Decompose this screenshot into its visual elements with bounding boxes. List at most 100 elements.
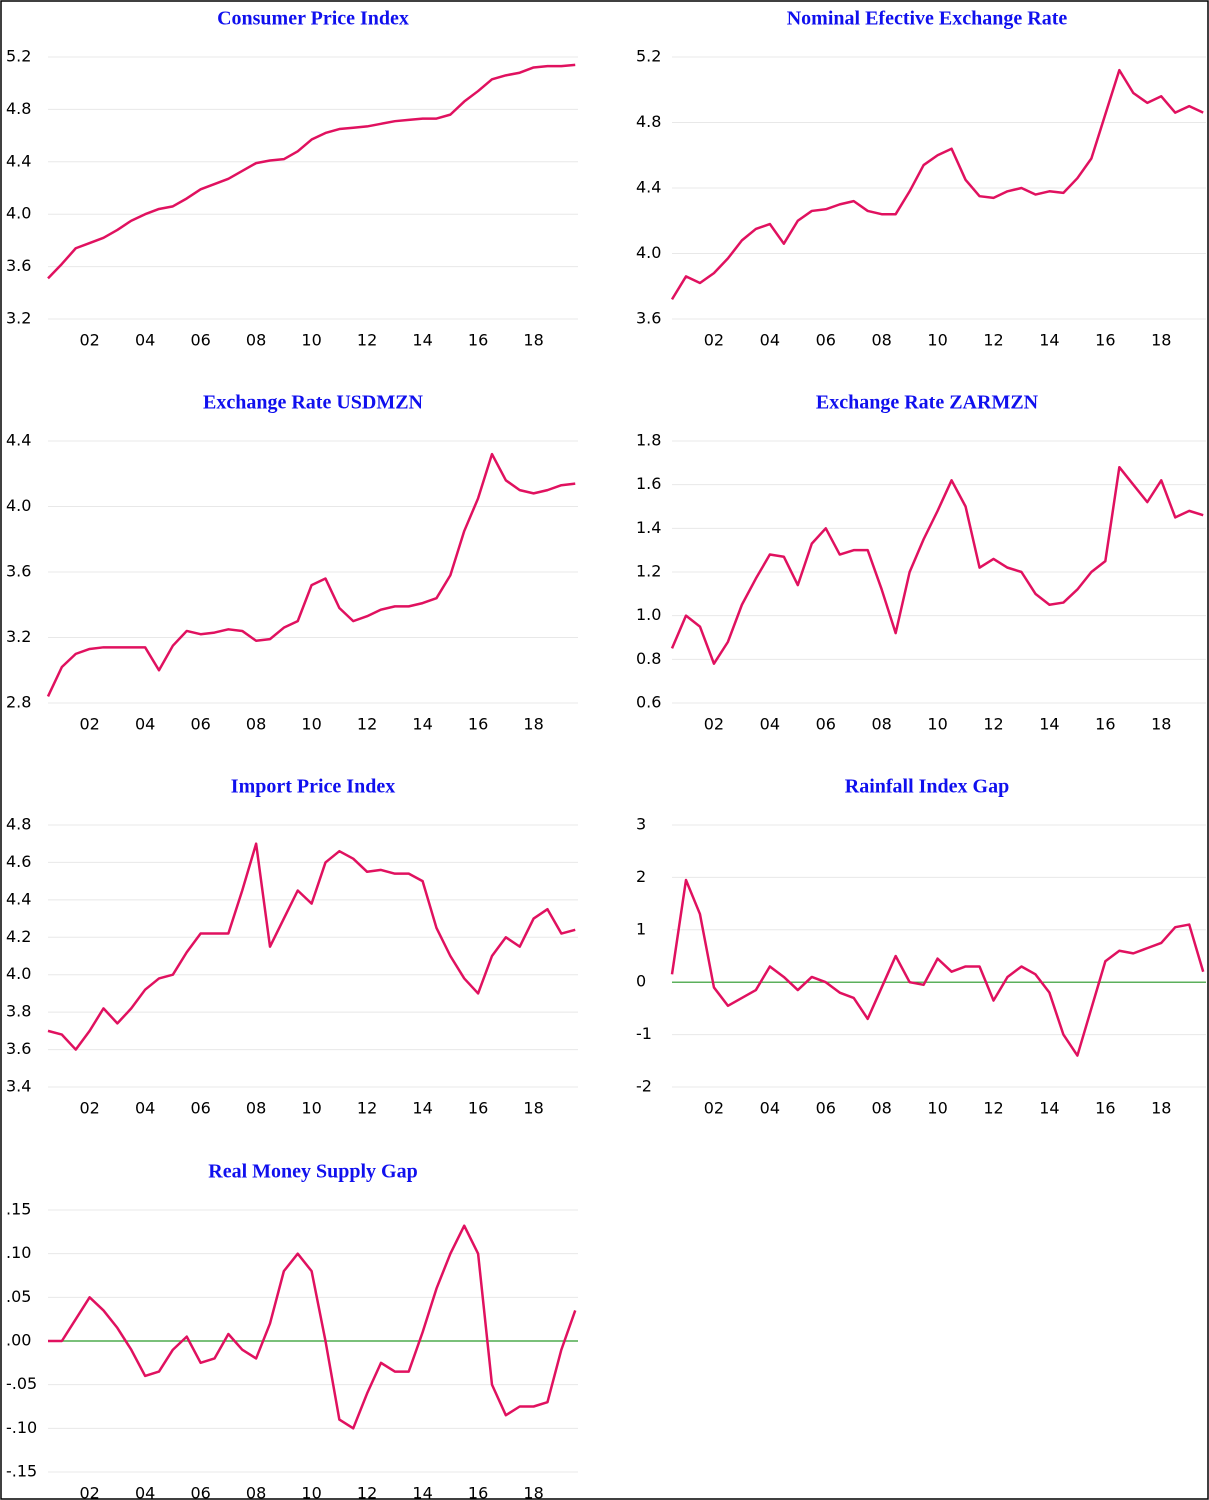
x-tick-label: 06 (190, 1099, 210, 1118)
x-tick-label: 04 (135, 1484, 155, 1500)
x-tick-label: 14 (412, 1099, 432, 1118)
chart-title: Nominal Efective Exchange Rate (787, 8, 1068, 30)
y-tick-label: -2 (636, 1077, 652, 1096)
y-tick-label: 0.8 (636, 649, 661, 668)
y-tick-label: 0.6 (636, 693, 661, 712)
x-tick-label: 14 (1039, 715, 1059, 734)
x-tick-label: 02 (704, 1099, 724, 1118)
x-tick-label: 02 (704, 715, 724, 734)
y-tick-label: 4.4 (636, 178, 661, 197)
y-tick-label: 0 (636, 972, 646, 991)
y-tick-label: 1.8 (636, 431, 661, 450)
y-tick-label: 3.2 (6, 309, 31, 328)
panel: Nominal Efective Exchange Rate 3.6 4.0 4.4 4… (636, 8, 1206, 350)
x-tick-label: 08 (872, 331, 892, 350)
y-tick-label: 1.2 (636, 562, 661, 581)
y-tick-label: .00 (6, 1331, 31, 1350)
y-tick-label: 3.6 (6, 256, 31, 275)
y-tick-label: 3.6 (6, 562, 31, 581)
x-tick-label: 18 (523, 1099, 543, 1118)
x-tick-label: 04 (135, 1099, 155, 1118)
y-tick-label: 4.8 (6, 815, 31, 834)
x-tick-label: 02 (704, 331, 724, 350)
line (670, 68, 1204, 301)
x-tick-label: 02 (79, 715, 99, 734)
line (48, 1224, 577, 1430)
x-tick-label: 06 (816, 1099, 836, 1118)
y-tick-label: 3.4 (6, 1077, 31, 1096)
y-tick-label: .15 (6, 1200, 31, 1219)
x-tick-label: 10 (927, 331, 947, 350)
y-tick-label: 4.0 (6, 964, 31, 983)
y-tick-label: 2 (636, 867, 646, 886)
chart-title: Real Money Supply Gap (208, 1161, 417, 1183)
chart-title: Exchange Rate ZARMZN (816, 392, 1039, 414)
y-tick-label: 3.2 (6, 627, 31, 646)
y-tick-label: 4.4 (6, 151, 31, 170)
line (47, 842, 576, 1051)
x-tick-label: 06 (190, 1484, 210, 1500)
y-tick-label: 3.8 (6, 1002, 31, 1021)
panel: Import Price Index 3.4 3.6 3.8 4.0 4.2 4.4 4.6 4… (6, 776, 578, 1118)
x-tick-label: 04 (760, 715, 780, 734)
x-tick-label: 16 (1095, 1099, 1115, 1118)
x-tick-label: 08 (246, 331, 266, 350)
x-tick-label: 18 (1151, 715, 1171, 734)
x-tick-label: 14 (1039, 331, 1059, 350)
x-tick-label: 08 (246, 1484, 266, 1500)
x-tick-label: 02 (79, 331, 99, 350)
x-tick-label: 16 (1095, 715, 1115, 734)
line (670, 465, 1204, 665)
x-tick-label: 12 (357, 1099, 377, 1118)
x-tick-label: 08 (872, 715, 892, 734)
x-tick-label: 04 (760, 1099, 780, 1118)
y-tick-label: 4.4 (6, 889, 31, 908)
x-tick-label: 12 (357, 331, 377, 350)
y-tick-label: 4.8 (6, 99, 31, 118)
panel: Exchange Rate ZARMZN 0.6 0.8 1.0 1.2 1.4 1.6 1.… (636, 392, 1206, 734)
x-tick-label: 16 (468, 1484, 488, 1500)
y-tick-label: -1 (636, 1024, 652, 1043)
y-tick-label: 1.4 (636, 518, 661, 537)
panel: Exchange Rate USDMZN 2.8 3.2 3.6 4.0 4.4 02 04 0… (6, 392, 578, 734)
x-tick-label: 02 (79, 1484, 99, 1500)
chart-title: Import Price Index (231, 776, 395, 798)
y-tick-label: 5.2 (636, 47, 661, 66)
y-tick-label: 4.0 (636, 243, 661, 262)
x-tick-label: 04 (760, 331, 780, 350)
x-tick-label: 10 (301, 331, 321, 350)
y-tick-label: 1 (636, 919, 646, 938)
y-tick-label: 4.2 (6, 927, 31, 946)
y-tick-label: 1.0 (636, 605, 661, 624)
x-tick-label: 10 (301, 1484, 321, 1500)
x-tick-label: 14 (1039, 1099, 1059, 1118)
x-tick-label: 10 (301, 1099, 321, 1118)
y-tick-label: 3.6 (6, 1039, 31, 1058)
y-tick-label: 3 (636, 815, 646, 834)
x-tick-label: 18 (1151, 331, 1171, 350)
x-tick-label: 14 (412, 1484, 432, 1500)
x-tick-label: 04 (135, 715, 155, 734)
x-tick-label: 02 (79, 1099, 99, 1118)
x-tick-label: 08 (872, 1099, 892, 1118)
x-tick-label: 10 (301, 715, 321, 734)
x-tick-label: 16 (1095, 331, 1115, 350)
x-tick-label: 12 (983, 715, 1003, 734)
x-tick-label: 16 (468, 715, 488, 734)
x-tick-label: 06 (816, 331, 836, 350)
x-tick-label: 12 (983, 1099, 1003, 1118)
y-tick-label: 3.6 (636, 309, 661, 328)
x-tick-label: 06 (816, 715, 836, 734)
x-tick-label: 04 (135, 331, 155, 350)
x-tick-label: 12 (357, 715, 377, 734)
y-tick-label: -.15 (6, 1462, 37, 1481)
y-tick-label: .10 (6, 1243, 31, 1262)
x-tick-label: 14 (412, 715, 432, 734)
x-tick-label: 08 (246, 1099, 266, 1118)
panel: Consumer Price Index 3.2 3.6 4.0 4.4 4.8 5.2 02… (6, 8, 578, 350)
x-tick-label: 18 (523, 715, 543, 734)
chart-title: Rainfall Index Gap (845, 776, 1009, 798)
